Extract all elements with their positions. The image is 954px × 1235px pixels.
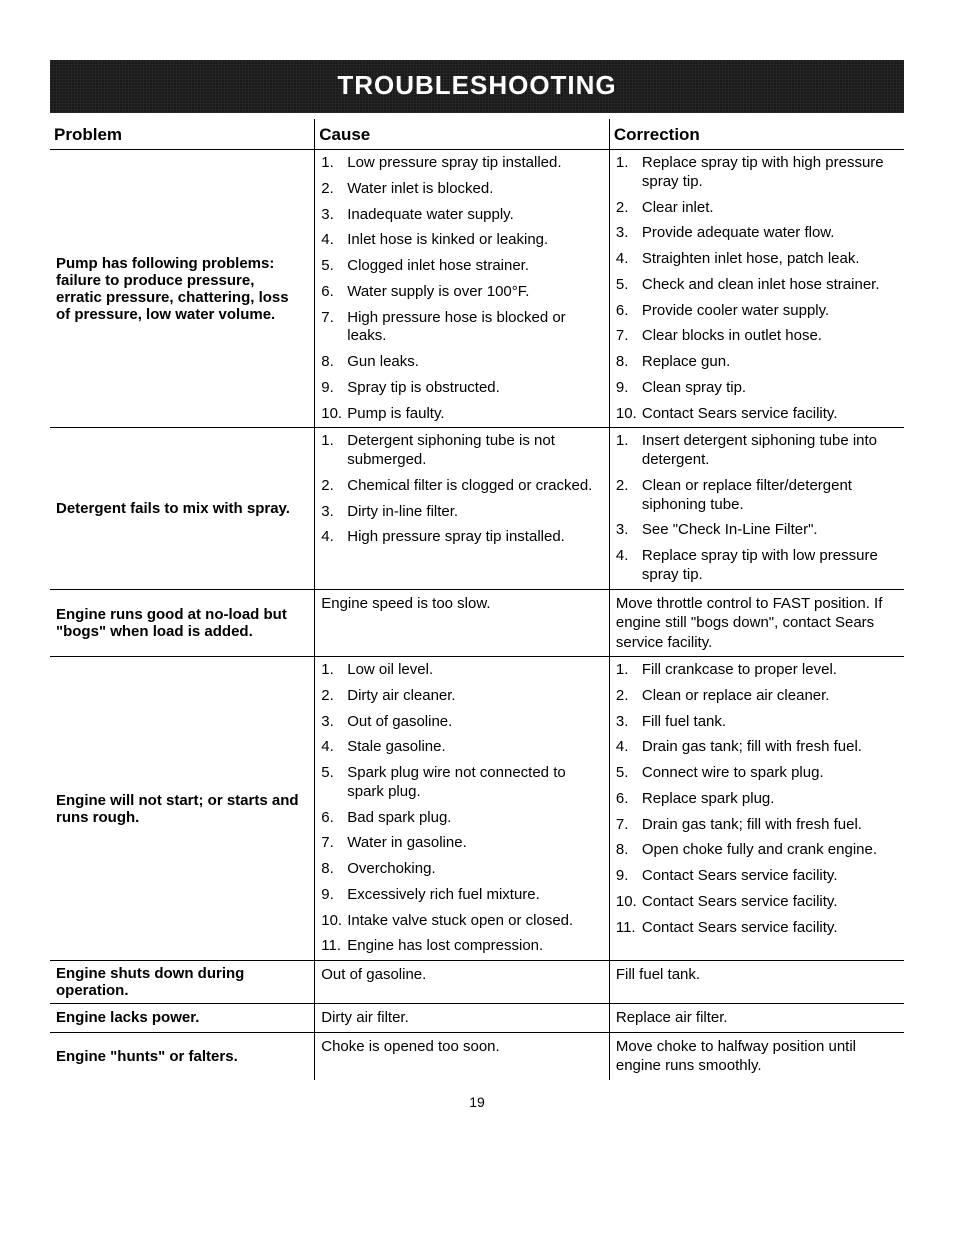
correction-item: 3.Provide adequate water flow. (616, 224, 898, 243)
header-problem: Problem (50, 119, 315, 150)
cause-item: 8.Overchoking. (321, 860, 603, 879)
cause-item: 6.Water supply is over 100°F. (321, 283, 603, 302)
correction-item: 2.Clean or replace filter/detergent siph… (616, 477, 898, 515)
correction-text: Move choke to halfway position until eng… (616, 1037, 898, 1076)
cause-item: 1.Low oil level. (321, 661, 603, 680)
table-row: Engine runs good at no-load but "bogs" w… (50, 589, 904, 657)
correction-item: 1.Insert detergent siphoning tube into d… (616, 432, 898, 470)
cause-text: Out of gasoline. (321, 965, 603, 985)
cause-item: 10.Intake valve stuck open or closed. (321, 912, 603, 931)
correction-item: 10.Contact Sears service facility. (616, 893, 898, 912)
correction-item: 3.See "Check In-Line Filter". (616, 521, 898, 540)
problem-cell: Pump has following problems: failure to … (50, 150, 315, 428)
correction-text: Fill fuel tank. (616, 965, 898, 985)
cause-item: 5.Spark plug wire not connected to spark… (321, 764, 603, 802)
page-number: 19 (50, 1094, 904, 1110)
cause-item: 3.Out of gasoline. (321, 713, 603, 732)
correction-item: 5.Check and clean inlet hose strainer. (616, 276, 898, 295)
correction-item: 10.Contact Sears service facility. (616, 405, 898, 424)
cause-item: 7.High pressure hose is blocked or leaks… (321, 309, 603, 347)
page: TROUBLESHOOTING Problem Cause Correction… (0, 0, 954, 1150)
correction-item: 2.Clear inlet. (616, 199, 898, 218)
cause-item: 7.Water in gasoline. (321, 834, 603, 853)
table-header-row: Problem Cause Correction (50, 119, 904, 150)
cause-item: 2.Chemical filter is clogged or cracked. (321, 477, 603, 496)
table-row: Engine lacks power. Dirty air filter. Repl… (50, 1004, 904, 1033)
correction-cell: 1.Replace spray tip with high pressure s… (609, 150, 904, 428)
problem-cell: Engine shuts down during operation. (50, 961, 315, 1004)
cause-item: 10.Pump is faulty. (321, 405, 603, 424)
correction-item: 8.Open choke fully and crank engine. (616, 841, 898, 860)
cause-cell: 1.Detergent siphoning tube is not submer… (315, 428, 610, 589)
cause-item: 8.Gun leaks. (321, 353, 603, 372)
problem-cell: Engine "hunts" or falters. (50, 1032, 315, 1080)
correction-item: 1.Fill crankcase to proper level. (616, 661, 898, 680)
header-correction: Correction (609, 119, 904, 150)
correction-cell: Move choke to halfway position until eng… (609, 1032, 904, 1080)
correction-cell: 1.Insert detergent siphoning tube into d… (609, 428, 904, 589)
problem-cell: Engine will not start; or starts and run… (50, 657, 315, 961)
correction-text: Move throttle control to FAST position. … (616, 594, 898, 653)
correction-item: 9.Clean spray tip. (616, 379, 898, 398)
cause-item: 6.Bad spark plug. (321, 809, 603, 828)
cause-cell: 1.Low pressure spray tip installed. 2.Wat… (315, 150, 610, 428)
table-row: Pump has following problems: failure to … (50, 150, 904, 428)
correction-item: 7.Clear blocks in outlet hose. (616, 327, 898, 346)
cause-item: 9.Excessively rich fuel mixture. (321, 886, 603, 905)
cause-text: Engine speed is too slow. (321, 594, 603, 614)
header-cause: Cause (315, 119, 610, 150)
cause-text: Choke is opened too soon. (321, 1037, 603, 1057)
cause-item: 4.High pressure spray tip installed. (321, 528, 603, 547)
table-row: Engine will not start; or starts and run… (50, 657, 904, 961)
cause-cell: Dirty air filter. (315, 1004, 610, 1033)
cause-item: 3.Dirty in-line filter. (321, 503, 603, 522)
correction-item: 8.Replace gun. (616, 353, 898, 372)
correction-cell: Replace air filter. (609, 1004, 904, 1033)
correction-item: 5.Connect wire to spark plug. (616, 764, 898, 783)
correction-item: 3.Fill fuel tank. (616, 713, 898, 732)
correction-item: 6.Replace spark plug. (616, 790, 898, 809)
table-row: Detergent fails to mix with spray.1.Dete… (50, 428, 904, 589)
correction-item: 2.Clean or replace air cleaner. (616, 687, 898, 706)
section-banner: TROUBLESHOOTING (50, 60, 904, 113)
correction-item: 11.Contact Sears service facility. (616, 919, 898, 938)
troubleshooting-table: Problem Cause Correction Pump has follow… (50, 119, 904, 1080)
table-row: Engine "hunts" or falters. Choke is opene… (50, 1032, 904, 1080)
correction-item: 4.Replace spray tip with low pressure sp… (616, 547, 898, 585)
cause-item: 9.Spray tip is obstructed. (321, 379, 603, 398)
cause-item: 11.Engine has lost compression. (321, 937, 603, 956)
cause-item: 1.Detergent siphoning tube is not submer… (321, 432, 603, 470)
cause-item: 2.Dirty air cleaner. (321, 687, 603, 706)
cause-cell: 1.Low oil level. 2.Dirty air cleaner. 3.Ou… (315, 657, 610, 961)
cause-item: 5.Clogged inlet hose strainer. (321, 257, 603, 276)
cause-item: 4.Stale gasoline. (321, 738, 603, 757)
correction-item: 4.Drain gas tank; fill with fresh fuel. (616, 738, 898, 757)
correction-item: 4.Straighten inlet hose, patch leak. (616, 250, 898, 269)
table-row: Engine shuts down during operation. Out o… (50, 961, 904, 1004)
cause-cell: Engine speed is too slow. (315, 589, 610, 657)
cause-text: Dirty air filter. (321, 1008, 603, 1028)
correction-item: 7.Drain gas tank; fill with fresh fuel. (616, 816, 898, 835)
correction-cell: Move throttle control to FAST position. … (609, 589, 904, 657)
cause-cell: Choke is opened too soon. (315, 1032, 610, 1080)
cause-item: 1.Low pressure spray tip installed. (321, 154, 603, 173)
cause-cell: Out of gasoline. (315, 961, 610, 1004)
cause-item: 2.Water inlet is blocked. (321, 180, 603, 199)
cause-item: 4.Inlet hose is kinked or leaking. (321, 231, 603, 250)
correction-item: 6.Provide cooler water supply. (616, 302, 898, 321)
table-body: Pump has following problems: failure to … (50, 150, 904, 1080)
correction-cell: Fill fuel tank. (609, 961, 904, 1004)
correction-item: 9.Contact Sears service facility. (616, 867, 898, 886)
correction-item: 1.Replace spray tip with high pressure s… (616, 154, 898, 192)
problem-cell: Detergent fails to mix with spray. (50, 428, 315, 589)
correction-text: Replace air filter. (616, 1008, 898, 1028)
cause-item: 3.Inadequate water supply. (321, 206, 603, 225)
correction-cell: 1.Fill crankcase to proper level. 2.Clean… (609, 657, 904, 961)
problem-cell: Engine runs good at no-load but "bogs" w… (50, 589, 315, 657)
problem-cell: Engine lacks power. (50, 1004, 315, 1033)
